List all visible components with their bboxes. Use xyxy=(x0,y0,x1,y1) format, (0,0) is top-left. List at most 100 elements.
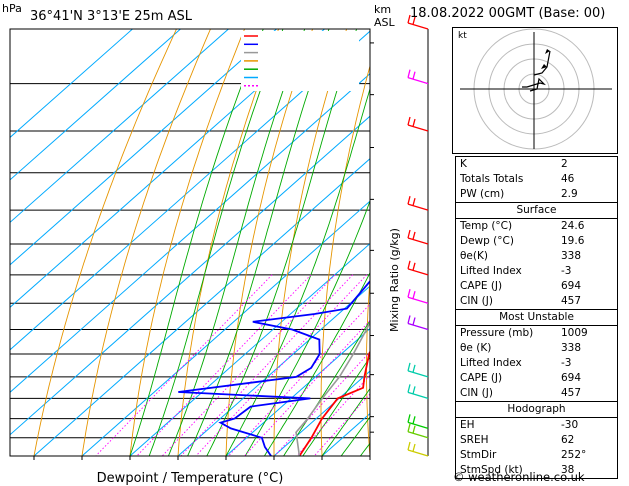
surface-value: 24.6 xyxy=(561,220,585,232)
most-unstable-value: 1009 xyxy=(561,327,588,339)
barb-flag xyxy=(407,116,411,126)
barb-flag xyxy=(407,69,411,78)
barb-flag xyxy=(412,317,416,326)
location-label: 36°41'N 3°13'E 25m ASL xyxy=(30,9,193,24)
surface-label: Dewp (°C) xyxy=(460,235,514,247)
surface-label: Temp (°C) xyxy=(460,220,513,232)
isotherm xyxy=(10,29,133,139)
mixing-ratio-line xyxy=(195,274,368,456)
barb-flag xyxy=(412,198,416,206)
barb-shaft xyxy=(407,203,429,211)
mixing-ratio-line xyxy=(136,274,312,456)
barb-shaft xyxy=(407,391,429,399)
most-unstable-label: CIN (J) xyxy=(460,387,493,399)
hodograph-stat-row: SREH 62 xyxy=(456,433,617,448)
indices-table: K 2 Totals Totals 46 PW (cm) 2.9 Surface Temp… xyxy=(455,156,618,479)
barb-flag xyxy=(407,315,411,324)
barb-flag xyxy=(407,414,411,423)
asl-label: ASL xyxy=(374,16,396,29)
surface-value: 338 xyxy=(561,250,582,262)
hodograph-stat-value: -30 xyxy=(561,419,579,431)
surface-row: Lifted Index -3 xyxy=(456,264,617,279)
profile-lines xyxy=(178,279,370,456)
surface-value: 694 xyxy=(561,280,582,292)
barb-shaft xyxy=(407,296,429,304)
hodograph-stat-label: SREH xyxy=(460,434,489,446)
wind-barb xyxy=(407,260,429,276)
hodograph-stat-row: StmDir 252° xyxy=(456,448,617,463)
hodograph-stat-value: 62 xyxy=(561,434,575,446)
wet-adiabat xyxy=(206,29,358,456)
x-axis-label: Dewpoint / Temperature (°C) xyxy=(97,471,284,486)
most-unstable-title: Most Unstable xyxy=(456,310,617,326)
hodograph-stat-row: EH -30 xyxy=(456,418,617,433)
surface-row: θe(K) 338 xyxy=(456,249,617,264)
dry-adiabat xyxy=(81,29,211,456)
hodograph-table-title: Hodograph xyxy=(456,402,617,418)
surface-value: 19.6 xyxy=(561,235,585,247)
wet-adiabat xyxy=(187,29,330,456)
series-parcel-trajectory xyxy=(295,320,370,456)
barb-flag xyxy=(412,118,416,127)
mixing-ratio-line xyxy=(161,274,336,456)
dry-adiabat xyxy=(177,29,280,456)
barb-flag xyxy=(412,364,416,373)
barb-flag xyxy=(412,231,416,240)
mixing-ratio-line xyxy=(95,274,273,456)
barb-shaft xyxy=(407,421,429,429)
isotherm xyxy=(177,285,370,456)
isotherm xyxy=(81,200,370,456)
barb-flag xyxy=(412,262,416,271)
index-label: Totals Totals xyxy=(460,173,524,185)
index-label: PW (cm) xyxy=(460,188,505,200)
barb-flag xyxy=(407,229,411,239)
wind-barb xyxy=(407,441,429,457)
hpa-label: hPa xyxy=(2,2,22,15)
barb-flag xyxy=(412,425,416,434)
hodograph-stat-label: EH xyxy=(460,419,475,431)
wet-adiabat xyxy=(264,271,370,456)
index-row: Totals Totals 46 xyxy=(456,172,617,187)
legend-bg xyxy=(241,31,359,91)
dry-adiabat xyxy=(366,274,370,456)
barb-flag xyxy=(412,416,416,425)
surface-row: Temp (°C) 24.6 xyxy=(456,219,617,234)
most-unstable-value: -3 xyxy=(561,357,572,369)
isotherm xyxy=(10,29,277,266)
hodograph-stat-value: 252° xyxy=(561,449,587,461)
wind-barb xyxy=(407,229,429,245)
wind-barb xyxy=(407,384,429,399)
barb-flag xyxy=(412,443,416,452)
wind-barb xyxy=(407,196,429,211)
surface-value: 457 xyxy=(561,295,582,307)
barb-shaft xyxy=(407,22,429,30)
isotherm xyxy=(33,157,370,456)
isotherm xyxy=(321,412,370,456)
wind-barb xyxy=(407,14,429,30)
isotherm xyxy=(369,455,370,456)
dry-adiabat xyxy=(320,64,370,456)
mixing-ratio-line xyxy=(228,303,370,456)
surface-row: Dewp (°C) 19.6 xyxy=(456,234,617,249)
barb-flag xyxy=(407,14,411,24)
most-unstable-value: 694 xyxy=(561,372,582,384)
series-dewpoint xyxy=(178,279,370,456)
wet-adiabat xyxy=(167,29,306,456)
most-unstable-label: CAPE (J) xyxy=(460,372,503,384)
barb-flag xyxy=(407,196,411,205)
barb-shaft xyxy=(407,124,429,132)
barb-flag xyxy=(407,260,411,269)
barb-shaft xyxy=(407,370,429,378)
most-unstable-row: θe (K) 338 xyxy=(456,341,617,356)
barb-shaft xyxy=(407,237,429,245)
barb-flag xyxy=(412,71,416,80)
wind-barb xyxy=(407,423,429,439)
isotherm xyxy=(225,327,370,456)
wet-adiabat xyxy=(244,199,370,456)
most-unstable-value: 457 xyxy=(561,387,582,399)
hodograph-stat-value: 38 xyxy=(561,464,575,476)
barb-flag xyxy=(407,423,411,432)
wet-adiabat xyxy=(302,356,370,456)
index-value: 2.9 xyxy=(561,188,578,200)
wind-barb xyxy=(407,414,429,429)
